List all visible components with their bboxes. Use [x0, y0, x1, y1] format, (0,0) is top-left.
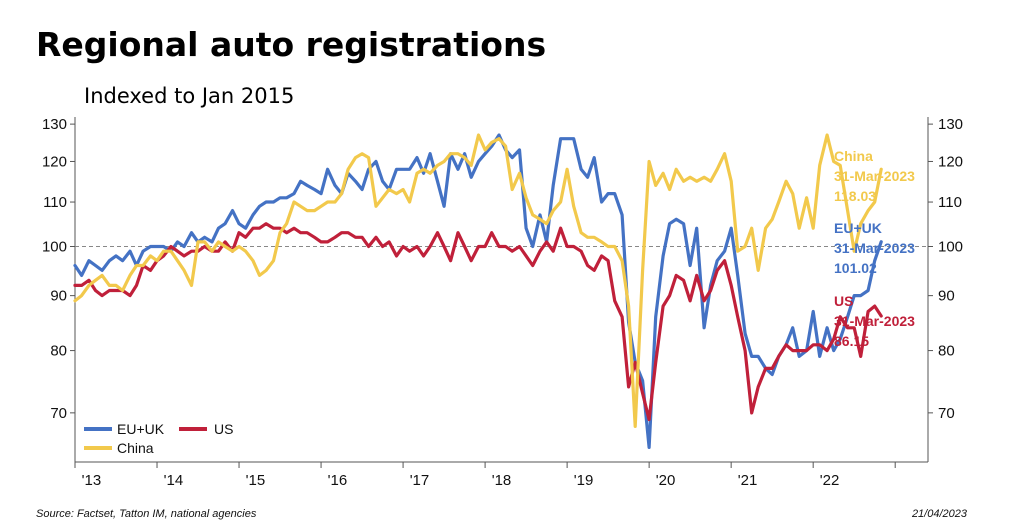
x-tick-label: '13 [82, 472, 102, 489]
legend-label-us: US [214, 421, 233, 437]
x-axis-ticks: '13 '14 '15 '16 '17 '18 '19 '20 '21 '22 [74, 462, 896, 489]
x-tick-label: '21 [738, 472, 758, 489]
annotation-eu-uk-name: EU+UK [834, 220, 882, 236]
legend-label-eu-uk: EU+UK [117, 421, 165, 437]
x-tick-label: '19 [574, 472, 594, 489]
annotation-china-date: 31-Mar-2023 [834, 168, 915, 184]
annotation-eu-uk: EU+UK 31-Mar-2023 101.02 [834, 220, 915, 276]
y-tick-label-left: 120 [42, 153, 67, 170]
y-tick-label-right: 130 [938, 116, 963, 133]
x-tick-label: '20 [656, 472, 676, 489]
annotation-china-name: China [834, 148, 873, 164]
plot-frame [74, 117, 929, 463]
x-tick-label: '15 [246, 472, 266, 489]
annotation-eu-uk-date: 31-Mar-2023 [834, 240, 915, 256]
series-line-eu-uk [73, 133, 883, 449]
annotation-eu-uk-value: 101.02 [834, 260, 877, 276]
annotation-us-name: US [834, 293, 853, 309]
annotation-us-date: 31-Mar-2023 [834, 313, 915, 329]
legend: EU+UK US China [84, 421, 233, 456]
y-tick-label-right: 80 [938, 343, 955, 360]
annotation-china-value: 118.03 [834, 188, 876, 204]
y-tick-label-right: 90 [938, 288, 955, 305]
y-tick-label-left: 90 [50, 288, 67, 305]
annotation-us: US 31-Mar-2023 86.15 [834, 293, 915, 349]
y-tick-label-right: 70 [938, 405, 955, 422]
y-tick-label-left: 100 [42, 238, 67, 255]
x-tick-label: '17 [410, 472, 430, 489]
chart-title: Regional auto registrations [36, 25, 546, 64]
source-note: Source: Factset, Tatton IM, national age… [36, 508, 257, 520]
chart-subtitle: Indexed to Jan 2015 [84, 84, 294, 108]
y-tick-label-right: 120 [938, 153, 963, 170]
x-tick-label: '14 [164, 472, 184, 489]
legend-label-china: China [117, 440, 154, 456]
x-tick-label: '18 [492, 472, 512, 489]
y-tick-label-left: 70 [50, 405, 67, 422]
y-tick-label-left: 130 [42, 116, 67, 133]
x-tick-label: '22 [820, 472, 840, 489]
annotation-china: China 31-Mar-2023 118.03 [834, 148, 915, 204]
y-axis-ticks: 70 70 80 80 90 90 100 100 110 110 120 120 130 130 [42, 116, 963, 422]
y-tick-label-left: 80 [50, 343, 67, 360]
y-tick-label-left: 110 [43, 194, 67, 211]
y-tick-label-right: 110 [938, 194, 962, 211]
x-tick-label: '16 [328, 472, 348, 489]
series-line-china [73, 133, 883, 428]
y-tick-label-right: 100 [938, 238, 963, 255]
annotation-us-value: 86.15 [834, 333, 869, 349]
series-lines [73, 133, 883, 449]
publication-date: 21/04/2023 [911, 508, 968, 520]
